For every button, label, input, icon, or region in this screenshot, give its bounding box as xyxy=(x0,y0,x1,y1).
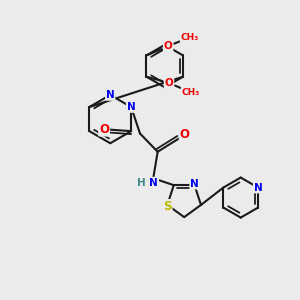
Text: N: N xyxy=(127,102,136,112)
Text: H: H xyxy=(136,178,145,188)
Text: CH₃: CH₃ xyxy=(181,33,199,42)
Text: N: N xyxy=(106,90,115,100)
Text: N: N xyxy=(254,183,262,193)
Text: O: O xyxy=(99,123,109,136)
Text: N: N xyxy=(190,179,199,189)
Text: N: N xyxy=(149,178,158,188)
Text: CH₃: CH₃ xyxy=(182,88,200,97)
Text: O: O xyxy=(180,128,190,142)
Text: S: S xyxy=(163,200,172,213)
Text: O: O xyxy=(165,79,173,88)
Text: O: O xyxy=(164,41,172,51)
